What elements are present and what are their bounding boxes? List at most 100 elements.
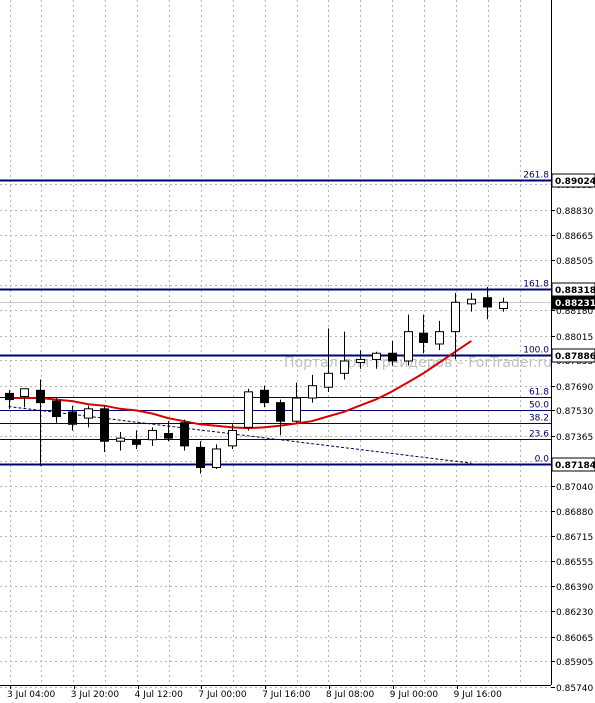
candle-body: [372, 352, 381, 360]
bullish-candle: [356, 350, 365, 369]
grid: [0, 0, 551, 688]
bearish-candle: [419, 314, 428, 354]
y-tick-label: 0.88015: [556, 333, 593, 343]
bearish-candle: [5, 390, 14, 409]
candle-body: [148, 429, 157, 441]
bearish-candle: [164, 421, 173, 442]
candle-body: [68, 411, 77, 425]
candle-body: [467, 298, 476, 305]
trend-line-path: [8, 406, 472, 464]
candle-body: [196, 446, 205, 468]
candle-body: [212, 448, 221, 468]
fib-price-tag: 0.87184: [551, 457, 595, 472]
current-price-tag: 0.88231: [551, 295, 595, 310]
y-tick-label: 0.87365: [556, 433, 593, 443]
fib-level-label: 0.0: [535, 455, 550, 465]
fib-level-label: 161.8: [523, 280, 549, 290]
x-tick-label: 8 Jul 08:00: [326, 690, 375, 700]
bullish-candle: [451, 293, 460, 360]
candle-body: [20, 388, 29, 397]
bearish-candle: [388, 340, 397, 366]
bearish-candle: [276, 399, 285, 436]
moving-average: [8, 340, 472, 430]
bullish-candle: [467, 293, 476, 312]
price-tag-text: 0.87886: [555, 352, 595, 362]
bearish-candle: [36, 379, 45, 466]
y-tick-label: 0.88505: [556, 257, 593, 267]
candlesticks: [5, 286, 508, 474]
price-tag-box: [551, 173, 595, 188]
bullish-candle: [435, 320, 444, 351]
fib-price-tag: 0.89024: [551, 173, 595, 188]
fibonacci-levels: 261.8 161.8 100.0 61.8 50.0 38.2 23.6 0.0: [0, 171, 551, 466]
bullish-candle: [212, 444, 221, 470]
price-tag-box: [551, 457, 595, 472]
candle-body: [483, 297, 492, 308]
candle-body: [100, 408, 109, 442]
bullish-candle: [228, 424, 237, 449]
y-tick-label: 0.86880: [556, 508, 593, 518]
candle-body: [228, 429, 237, 447]
bearish-candle: [52, 398, 61, 423]
moving-average-line: [8, 340, 472, 430]
candle-body: [340, 360, 349, 374]
bearish-candle: [68, 405, 77, 431]
price-axis: 0.889950.888300.886650.885050.883400.881…: [551, 0, 593, 694]
fib-level-label: 38.2: [529, 414, 549, 424]
fib-price-tag: 0.87886: [551, 348, 595, 363]
fib-level-label: 100.0: [523, 346, 549, 356]
y-tick-label: 0.88180: [556, 307, 593, 317]
candle-body: [308, 385, 317, 399]
bullish-candle: [292, 382, 301, 423]
x-tick-label: 4 Jul 12:00: [135, 690, 184, 700]
fib-level-label: 61.8: [529, 388, 549, 398]
price-tag-text: 0.89024: [555, 177, 595, 187]
candle-body: [132, 439, 141, 445]
fib-level-label: 23.6: [529, 430, 549, 440]
candle-body: [84, 408, 93, 419]
bullish-candle: [340, 331, 349, 380]
candle-body: [260, 389, 269, 404]
bullish-candle: [499, 297, 508, 312]
price-tags: 0.89024 0.88318 0.87886 0.87184 0.88231: [551, 173, 595, 472]
x-tick-label: 9 Jul 00:00: [390, 690, 439, 700]
price-tag-box: [551, 348, 595, 363]
fib-level-label: 261.8: [523, 171, 549, 181]
bullish-candle: [324, 328, 333, 392]
x-tick-label: 3 Jul 20:00: [71, 690, 120, 700]
bearish-candle: [132, 430, 141, 449]
bearish-candle: [196, 441, 205, 474]
time-axis: 3 Jul 04:00 3 Jul 20:00 4 Jul 12:00 7 Jul 0…: [0, 685, 551, 700]
candle-body: [164, 433, 173, 439]
y-tick-label: 0.87690: [556, 383, 593, 393]
watermark: Портал для трейдеров – ForTrader.ru: [284, 355, 552, 371]
bearish-candle: [260, 385, 269, 408]
candle-body: [435, 331, 444, 345]
bearish-candle: [100, 405, 109, 453]
y-tick-label: 0.88665: [556, 232, 593, 242]
candle-body: [292, 397, 301, 422]
bullish-candle: [84, 405, 93, 428]
y-tick-label: 0.86065: [556, 634, 593, 644]
candle-body: [419, 332, 428, 343]
x-tick-label: 3 Jul 04:00: [7, 690, 56, 700]
candle-body: [244, 391, 253, 428]
price-tag-text: 0.88231: [555, 299, 595, 309]
candle-body: [52, 400, 61, 418]
bearish-candle: [483, 286, 492, 320]
y-tick-label: 0.86230: [556, 608, 593, 618]
candle-body: [5, 392, 14, 401]
price-tag-text: 0.87184: [555, 461, 595, 471]
x-tick-label: 7 Jul 00:00: [198, 690, 247, 700]
candle-body: [324, 372, 333, 388]
bearish-candle: [180, 419, 189, 451]
bullish-candle: [404, 314, 413, 366]
bullish-candle: [372, 351, 381, 369]
y-tick-label: 0.88830: [556, 207, 593, 217]
bullish-candle: [244, 388, 253, 431]
x-tick-label: 7 Jul 16:00: [262, 690, 311, 700]
trend-line: [8, 406, 472, 464]
price-tag-text: 0.88318: [555, 286, 595, 296]
y-tick-label: 0.87530: [556, 407, 593, 417]
